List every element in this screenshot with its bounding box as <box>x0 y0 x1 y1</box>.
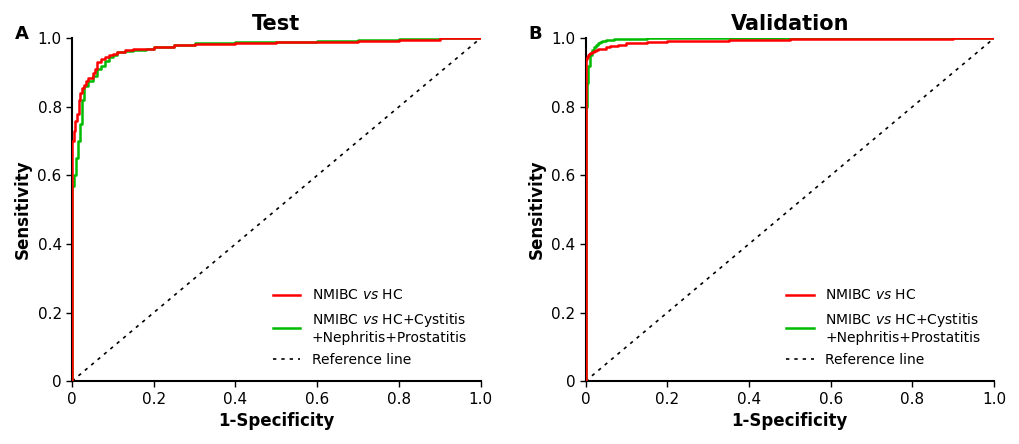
X-axis label: 1-Specificity: 1-Specificity <box>731 412 847 430</box>
Text: A: A <box>15 24 29 43</box>
Title: Test: Test <box>252 14 301 34</box>
Legend: NMIBC $\it{vs}$ HC, NMIBC $\it{vs}$ HC+Cystitis
+Nephritis+Prostatitis, Referenc: NMIBC $\it{vs}$ HC, NMIBC $\it{vs}$ HC+C… <box>266 281 473 374</box>
Text: B: B <box>528 24 541 43</box>
Legend: NMIBC $\it{vs}$ HC, NMIBC $\it{vs}$ HC+Cystitis
+Nephritis+Prostatitis, Referenc: NMIBC $\it{vs}$ HC, NMIBC $\it{vs}$ HC+C… <box>779 281 986 374</box>
X-axis label: 1-Specificity: 1-Specificity <box>218 412 334 430</box>
Y-axis label: Sensitivity: Sensitivity <box>14 160 32 259</box>
Title: Validation: Validation <box>730 14 848 34</box>
Y-axis label: Sensitivity: Sensitivity <box>527 160 545 259</box>
